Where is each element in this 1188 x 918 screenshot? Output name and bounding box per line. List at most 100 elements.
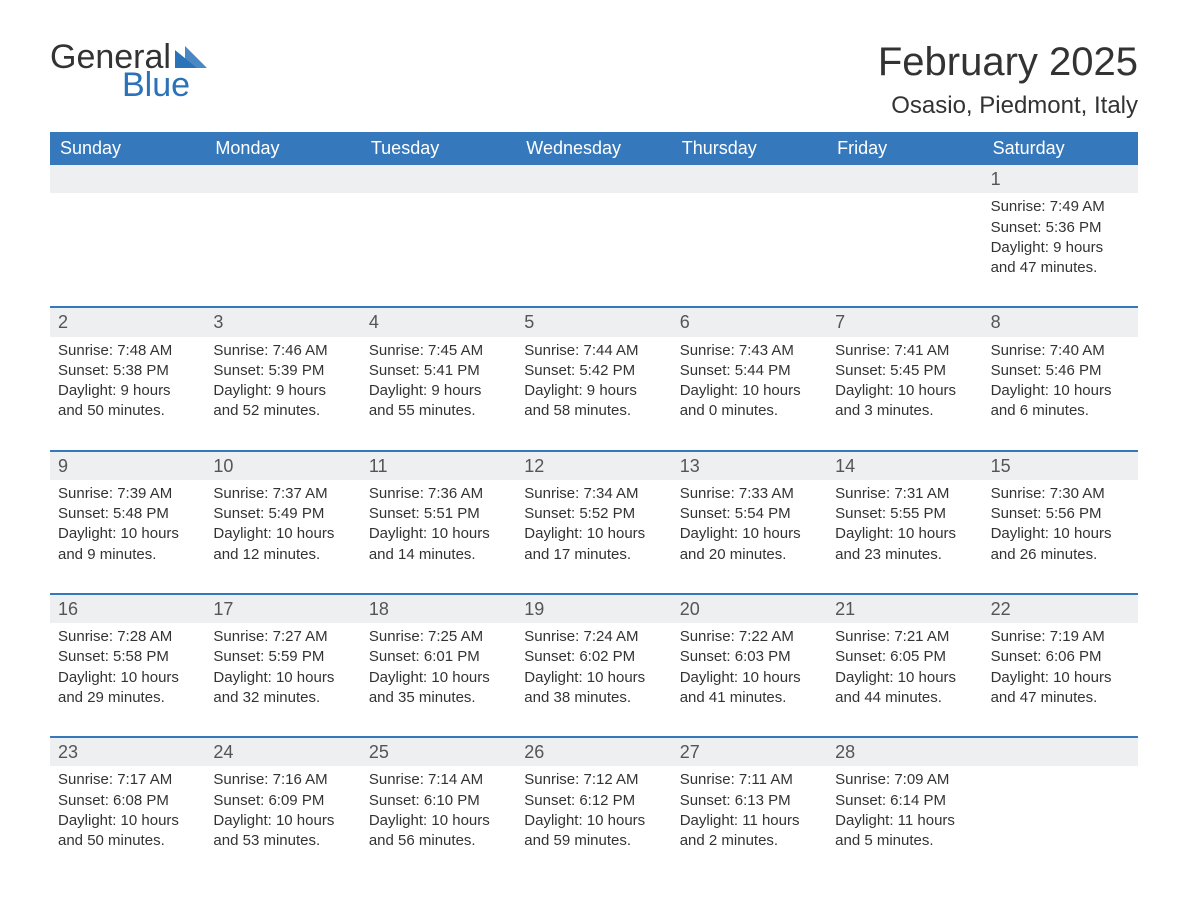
day-sunset: Sunset: 6:02 PM (524, 647, 663, 667)
weekday-monday: Monday (205, 132, 360, 165)
day-cell: 14Sunrise: 7:31 AMSunset: 5:55 PMDayligh… (827, 452, 982, 593)
week-row: 23Sunrise: 7:17 AMSunset: 6:08 PMDayligh… (50, 736, 1138, 879)
day-number: 13 (672, 452, 827, 480)
day-cell: 4Sunrise: 7:45 AMSunset: 5:41 PMDaylight… (361, 308, 516, 449)
day-cell (983, 738, 1138, 879)
day-daylight: Daylight: 9 hours and 55 minutes. (369, 381, 508, 422)
day-sunrise: Sunrise: 7:22 AM (680, 627, 819, 647)
day-sunrise: Sunrise: 7:27 AM (213, 627, 352, 647)
day-number (983, 738, 1138, 766)
day-sunset: Sunset: 6:10 PM (369, 791, 508, 811)
week-row: 16Sunrise: 7:28 AMSunset: 5:58 PMDayligh… (50, 593, 1138, 736)
month-title: February 2025 (878, 40, 1138, 84)
day-number: 3 (205, 308, 360, 336)
day-number: 28 (827, 738, 982, 766)
day-cell (672, 165, 827, 306)
day-cell: 22Sunrise: 7:19 AMSunset: 6:06 PMDayligh… (983, 595, 1138, 736)
day-number (50, 165, 205, 193)
day-number: 21 (827, 595, 982, 623)
day-number: 22 (983, 595, 1138, 623)
day-number (827, 165, 982, 193)
day-number: 23 (50, 738, 205, 766)
day-sunset: Sunset: 6:01 PM (369, 647, 508, 667)
day-sunrise: Sunrise: 7:40 AM (991, 341, 1130, 361)
day-number (361, 165, 516, 193)
day-daylight: Daylight: 9 hours and 58 minutes. (524, 381, 663, 422)
day-daylight: Daylight: 10 hours and 20 minutes. (680, 524, 819, 565)
week-row: 1Sunrise: 7:49 AMSunset: 5:36 PMDaylight… (50, 165, 1138, 306)
day-number: 4 (361, 308, 516, 336)
day-daylight: Daylight: 10 hours and 32 minutes. (213, 668, 352, 709)
day-cell (205, 165, 360, 306)
day-number: 27 (672, 738, 827, 766)
day-cell: 21Sunrise: 7:21 AMSunset: 6:05 PMDayligh… (827, 595, 982, 736)
day-number: 14 (827, 452, 982, 480)
day-sunset: Sunset: 5:46 PM (991, 361, 1130, 381)
day-cell: 26Sunrise: 7:12 AMSunset: 6:12 PMDayligh… (516, 738, 671, 879)
day-daylight: Daylight: 10 hours and 59 minutes. (524, 811, 663, 852)
day-daylight: Daylight: 10 hours and 38 minutes. (524, 668, 663, 709)
day-sunrise: Sunrise: 7:28 AM (58, 627, 197, 647)
day-cell: 28 Sunrise: 7:09 AMSunset: 6:14 PMDayligh… (827, 738, 982, 879)
day-sunset: Sunset: 6:14 PM (835, 791, 974, 811)
day-cell: 12Sunrise: 7:34 AMSunset: 5:52 PMDayligh… (516, 452, 671, 593)
day-number (205, 165, 360, 193)
day-daylight: Daylight: 9 hours and 47 minutes. (991, 238, 1130, 279)
day-sunset: Sunset: 5:48 PM (58, 504, 197, 524)
day-sunrise: Sunrise: 7:37 AM (213, 484, 352, 504)
day-daylight: Daylight: 10 hours and 44 minutes. (835, 668, 974, 709)
day-cell: 15Sunrise: 7:30 AMSunset: 5:56 PMDayligh… (983, 452, 1138, 593)
day-daylight: Daylight: 10 hours and 6 minutes. (991, 381, 1130, 422)
day-number: 25 (361, 738, 516, 766)
day-sunset: Sunset: 5:58 PM (58, 647, 197, 667)
day-daylight: Daylight: 10 hours and 12 minutes. (213, 524, 352, 565)
day-sunrise: Sunrise: 7:45 AM (369, 341, 508, 361)
day-number: 19 (516, 595, 671, 623)
day-cell: 25Sunrise: 7:14 AMSunset: 6:10 PMDayligh… (361, 738, 516, 879)
day-sunrise: Sunrise: 7:30 AM (991, 484, 1130, 504)
logo-triangle-icon (175, 46, 207, 68)
weekday-sunday: Sunday (50, 132, 205, 165)
day-cell: 8Sunrise: 7:40 AMSunset: 5:46 PMDaylight… (983, 308, 1138, 449)
day-sunset: Sunset: 5:42 PM (524, 361, 663, 381)
day-daylight: Daylight: 10 hours and 29 minutes. (58, 668, 197, 709)
day-number: 18 (361, 595, 516, 623)
day-sunrise: Sunrise: 7:46 AM (213, 341, 352, 361)
day-sunset: Sunset: 5:38 PM (58, 361, 197, 381)
day-sunset: Sunset: 6:06 PM (991, 647, 1130, 667)
day-cell (516, 165, 671, 306)
week-row: 9Sunrise: 7:39 AMSunset: 5:48 PMDaylight… (50, 450, 1138, 593)
day-sunset: Sunset: 5:59 PM (213, 647, 352, 667)
day-cell: 5Sunrise: 7:44 AMSunset: 5:42 PMDaylight… (516, 308, 671, 449)
day-sunset: Sunset: 5:45 PM (835, 361, 974, 381)
day-sunrise: Sunrise: 7:48 AM (58, 341, 197, 361)
day-daylight: Daylight: 10 hours and 17 minutes. (524, 524, 663, 565)
day-daylight: Daylight: 10 hours and 14 minutes. (369, 524, 508, 565)
day-number: 15 (983, 452, 1138, 480)
day-number (516, 165, 671, 193)
day-sunrise: Sunrise: 7:09 AM (835, 770, 974, 790)
day-daylight: Daylight: 11 hours and 5 minutes. (835, 811, 974, 852)
day-number: 1 (983, 165, 1138, 193)
day-sunset: Sunset: 5:36 PM (991, 218, 1130, 238)
day-cell: 13Sunrise: 7:33 AMSunset: 5:54 PMDayligh… (672, 452, 827, 593)
day-sunrise: Sunrise: 7:17 AM (58, 770, 197, 790)
day-sunrise: Sunrise: 7:25 AM (369, 627, 508, 647)
day-cell: 6Sunrise: 7:43 AMSunset: 5:44 PMDaylight… (672, 308, 827, 449)
day-daylight: Daylight: 9 hours and 50 minutes. (58, 381, 197, 422)
day-cell: 1Sunrise: 7:49 AMSunset: 5:36 PMDaylight… (983, 165, 1138, 306)
day-number: 16 (50, 595, 205, 623)
day-daylight: Daylight: 9 hours and 52 minutes. (213, 381, 352, 422)
day-daylight: Daylight: 10 hours and 26 minutes. (991, 524, 1130, 565)
day-sunrise: Sunrise: 7:43 AM (680, 341, 819, 361)
day-sunset: Sunset: 6:03 PM (680, 647, 819, 667)
day-sunset: Sunset: 6:09 PM (213, 791, 352, 811)
day-sunset: Sunset: 5:39 PM (213, 361, 352, 381)
day-number: 26 (516, 738, 671, 766)
day-daylight: Daylight: 11 hours and 2 minutes. (680, 811, 819, 852)
day-cell: 10Sunrise: 7:37 AMSunset: 5:49 PMDayligh… (205, 452, 360, 593)
day-daylight: Daylight: 10 hours and 0 minutes. (680, 381, 819, 422)
day-daylight: Daylight: 10 hours and 3 minutes. (835, 381, 974, 422)
day-cell: 2Sunrise: 7:48 AMSunset: 5:38 PMDaylight… (50, 308, 205, 449)
day-sunrise: Sunrise: 7:39 AM (58, 484, 197, 504)
